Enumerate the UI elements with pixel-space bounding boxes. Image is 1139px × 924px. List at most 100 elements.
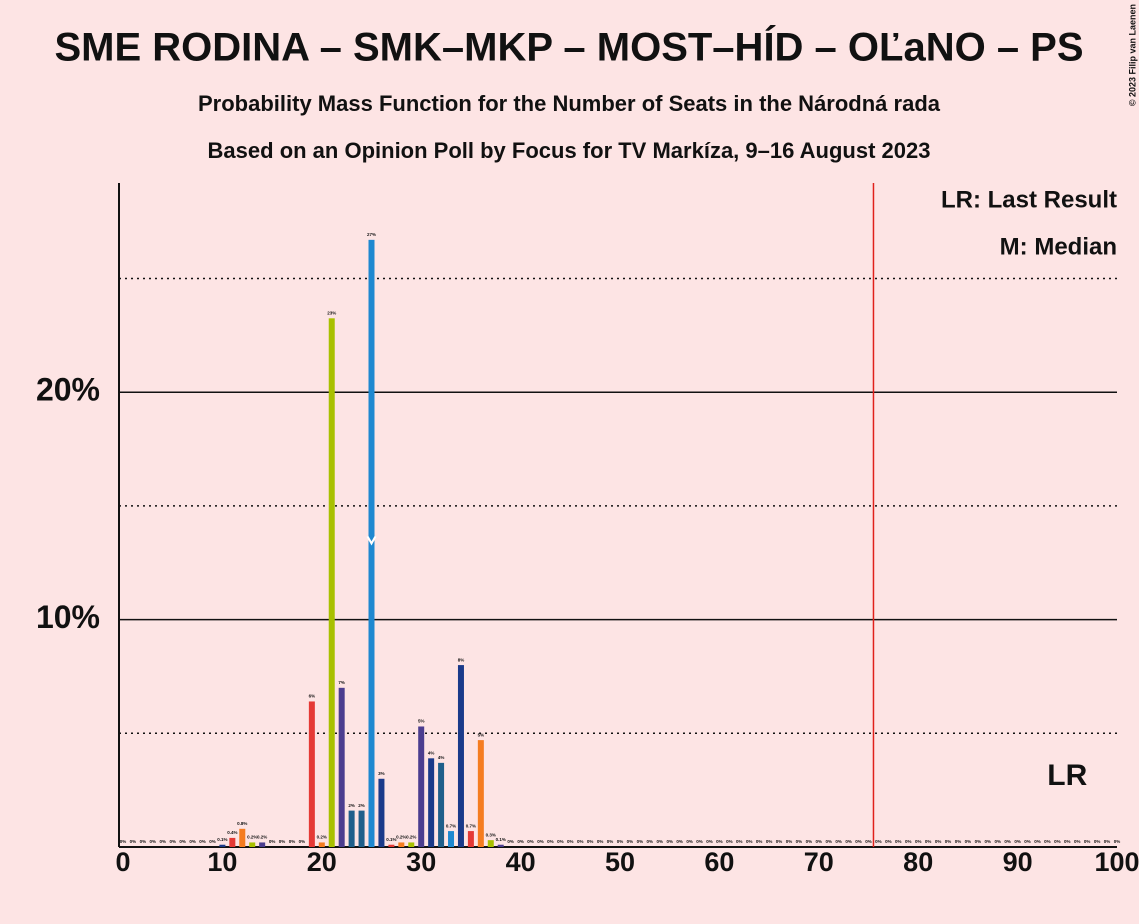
value-label: 0% [179,839,186,844]
value-label: 0% [189,839,196,844]
x-tick-label: 50 [605,847,635,877]
value-label: 0% [816,839,823,844]
value-label: 8% [458,657,465,662]
bar [477,740,484,847]
value-label: 0% [209,839,216,844]
x-tick-label: 100 [1094,847,1139,877]
value-label: 0% [1024,839,1031,844]
value-label: 0% [657,839,664,844]
x-tick-label: 40 [506,847,536,877]
value-label: 0% [169,839,176,844]
value-label: 0% [985,839,992,844]
value-label: 0% [547,839,554,844]
value-label: 0% [855,839,862,844]
chart-subtitle: Probability Mass Function for the Number… [198,91,941,116]
value-label: 0% [120,839,127,844]
legend-entry: M: Median [1000,233,1117,260]
bar [388,844,395,847]
value-label: 27% [367,232,376,237]
value-label: 0% [279,839,286,844]
bar [318,842,325,847]
value-label: 0% [786,839,793,844]
value-label: 0% [1094,839,1101,844]
bar [418,726,425,847]
bar [219,844,226,847]
value-label: 3% [378,771,385,776]
x-tick-label: 0 [115,847,130,877]
value-label: 0% [527,839,534,844]
bar [308,701,315,847]
value-label: 0% [1054,839,1061,844]
value-label: 0.7% [466,823,476,828]
value-label: 0% [1004,839,1011,844]
value-label: 0% [865,839,872,844]
copyright: © 2023 Filip van Laenen [1127,4,1137,106]
bar [438,762,445,847]
value-label: 0% [299,839,306,844]
bar [398,842,405,847]
value-label: 5% [418,719,425,724]
bar [348,810,355,847]
value-label: 0% [666,839,673,844]
x-tick-label: 80 [903,847,933,877]
value-label: 0% [557,839,564,844]
value-label: 0.8% [237,821,247,826]
median-marker [366,535,377,546]
bar [378,778,385,847]
last-result-label: LR [1047,759,1087,792]
value-label: 0% [935,839,942,844]
chart-title: SME RODINA – SMK–MKP – MOST–HÍD – OĽaNO … [54,25,1083,70]
value-label: 0.2% [317,835,327,840]
value-label: 0.3% [486,832,496,837]
value-label: 0% [806,839,813,844]
value-label: 0.2% [406,835,416,840]
bar [497,844,504,847]
bar [487,840,494,847]
legend-entry: LR: Last Result [941,186,1117,213]
value-label: 0% [1044,839,1051,844]
y-tick-label: 20% [36,372,100,408]
value-label: 0% [1074,839,1081,844]
value-label: 0% [1104,839,1111,844]
value-label: 0% [627,839,634,844]
x-tick-label: 10 [207,847,237,877]
value-label: 0% [746,839,753,844]
value-label: 0% [597,839,604,844]
value-label: 0% [945,839,952,844]
bar [259,842,266,847]
value-label: 0% [130,839,137,844]
value-label: 0% [895,839,902,844]
value-label: 0% [835,839,842,844]
value-label: 0% [885,839,892,844]
value-label: 0% [686,839,693,844]
value-label: 0% [289,839,296,844]
value-label: 0% [150,839,157,844]
value-label: 0% [1064,839,1071,844]
x-tick-label: 30 [406,847,436,877]
bar [428,758,435,847]
value-label: 5% [478,732,485,737]
value-label: 23% [327,310,336,315]
value-label: 0% [716,839,723,844]
value-label: 0.2% [247,835,257,840]
bar [239,828,246,847]
value-label: 6% [309,694,316,699]
value-label: 0% [537,839,544,844]
bar [229,837,236,847]
value-label: 4% [438,755,445,760]
bar [249,842,256,847]
value-label: 0% [567,839,574,844]
value-label: 0% [706,839,713,844]
y-tick-label: 10% [36,599,100,635]
value-label: 0.1% [496,837,506,842]
value-label: 0% [1084,839,1091,844]
value-label: 0% [925,839,932,844]
value-label: 0% [905,839,912,844]
value-label: 0% [736,839,743,844]
value-label: 0% [199,839,206,844]
value-label: 0% [845,839,852,844]
value-label: 0% [269,839,276,844]
value-label: 0.2% [396,835,406,840]
